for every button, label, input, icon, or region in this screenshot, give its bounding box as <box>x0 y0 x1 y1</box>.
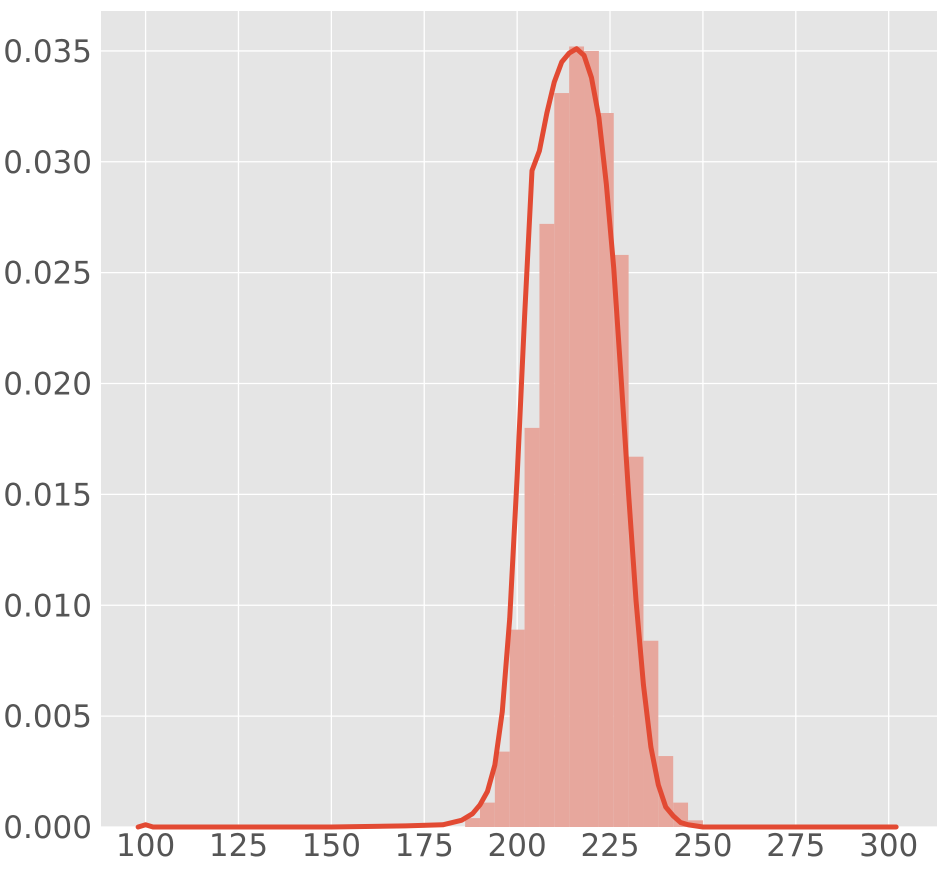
x-tick-label: 175 <box>395 828 454 864</box>
y-tick-label: 0.035 <box>3 34 92 70</box>
histogram-bar <box>598 113 614 827</box>
histogram-bar <box>524 427 540 827</box>
y-tick-label: 0.015 <box>3 477 92 513</box>
kde-density-line <box>135 46 899 830</box>
histogram-bar <box>465 818 480 827</box>
histogram-bar <box>539 223 555 827</box>
y-tick-label: 0.020 <box>3 367 92 403</box>
y-tick-label: 0.005 <box>3 699 92 735</box>
x-tick-label: 100 <box>116 828 175 864</box>
x-tick-label: 300 <box>859 828 918 864</box>
x-axis-ticks: 100 125 150 175 200 225 250 275 300 <box>116 828 918 864</box>
histogram-bar <box>494 751 510 827</box>
y-tick-label: 0.000 <box>3 810 92 846</box>
x-tick-label: 225 <box>580 828 639 864</box>
histogram-bar <box>554 93 570 828</box>
y-tick-label: 0.025 <box>3 256 92 292</box>
histogram-bar <box>613 254 629 828</box>
x-tick-label: 150 <box>302 828 361 864</box>
histogram-bar <box>479 802 495 827</box>
y-tick-label: 0.010 <box>3 588 92 624</box>
y-axis-ticks: 0.000 0.005 0.010 0.015 0.020 0.025 0.030 0.035 <box>3 34 92 846</box>
y-tick-label: 0.030 <box>3 145 92 181</box>
x-tick-label: 250 <box>673 828 732 864</box>
x-tick-label: 275 <box>766 828 825 864</box>
x-tick-label: 125 <box>209 828 268 864</box>
histogram-bar <box>569 46 585 827</box>
histogram-bar <box>509 629 525 827</box>
x-tick-label: 200 <box>488 828 547 864</box>
histogram-bar <box>584 50 599 828</box>
